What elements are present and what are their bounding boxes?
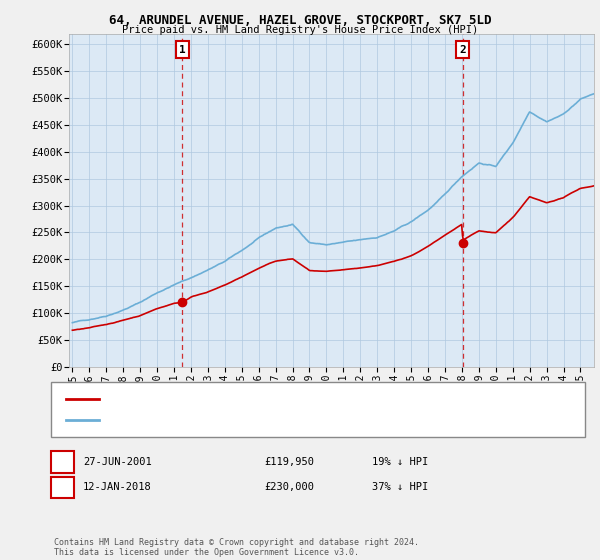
Text: 19% ↓ HPI: 19% ↓ HPI [372,457,428,467]
Text: 1: 1 [179,45,186,55]
Text: £230,000: £230,000 [264,482,314,492]
Text: 2: 2 [59,482,66,492]
Text: 64, ARUNDEL AVENUE, HAZEL GROVE, STOCKPORT, SK7 5LD (detached house): 64, ARUNDEL AVENUE, HAZEL GROVE, STOCKPO… [108,394,508,404]
Text: 1: 1 [59,457,66,467]
Text: Price paid vs. HM Land Registry's House Price Index (HPI): Price paid vs. HM Land Registry's House … [122,25,478,35]
Text: 37% ↓ HPI: 37% ↓ HPI [372,482,428,492]
Text: HPI: Average price, detached house, Stockport: HPI: Average price, detached house, Stoc… [108,415,373,425]
Text: 2: 2 [460,45,466,55]
Text: 12-JAN-2018: 12-JAN-2018 [83,482,152,492]
Text: £119,950: £119,950 [264,457,314,467]
Text: 64, ARUNDEL AVENUE, HAZEL GROVE, STOCKPORT, SK7 5LD: 64, ARUNDEL AVENUE, HAZEL GROVE, STOCKPO… [109,14,491,27]
Text: Contains HM Land Registry data © Crown copyright and database right 2024.
This d: Contains HM Land Registry data © Crown c… [54,538,419,557]
Text: 27-JUN-2001: 27-JUN-2001 [83,457,152,467]
